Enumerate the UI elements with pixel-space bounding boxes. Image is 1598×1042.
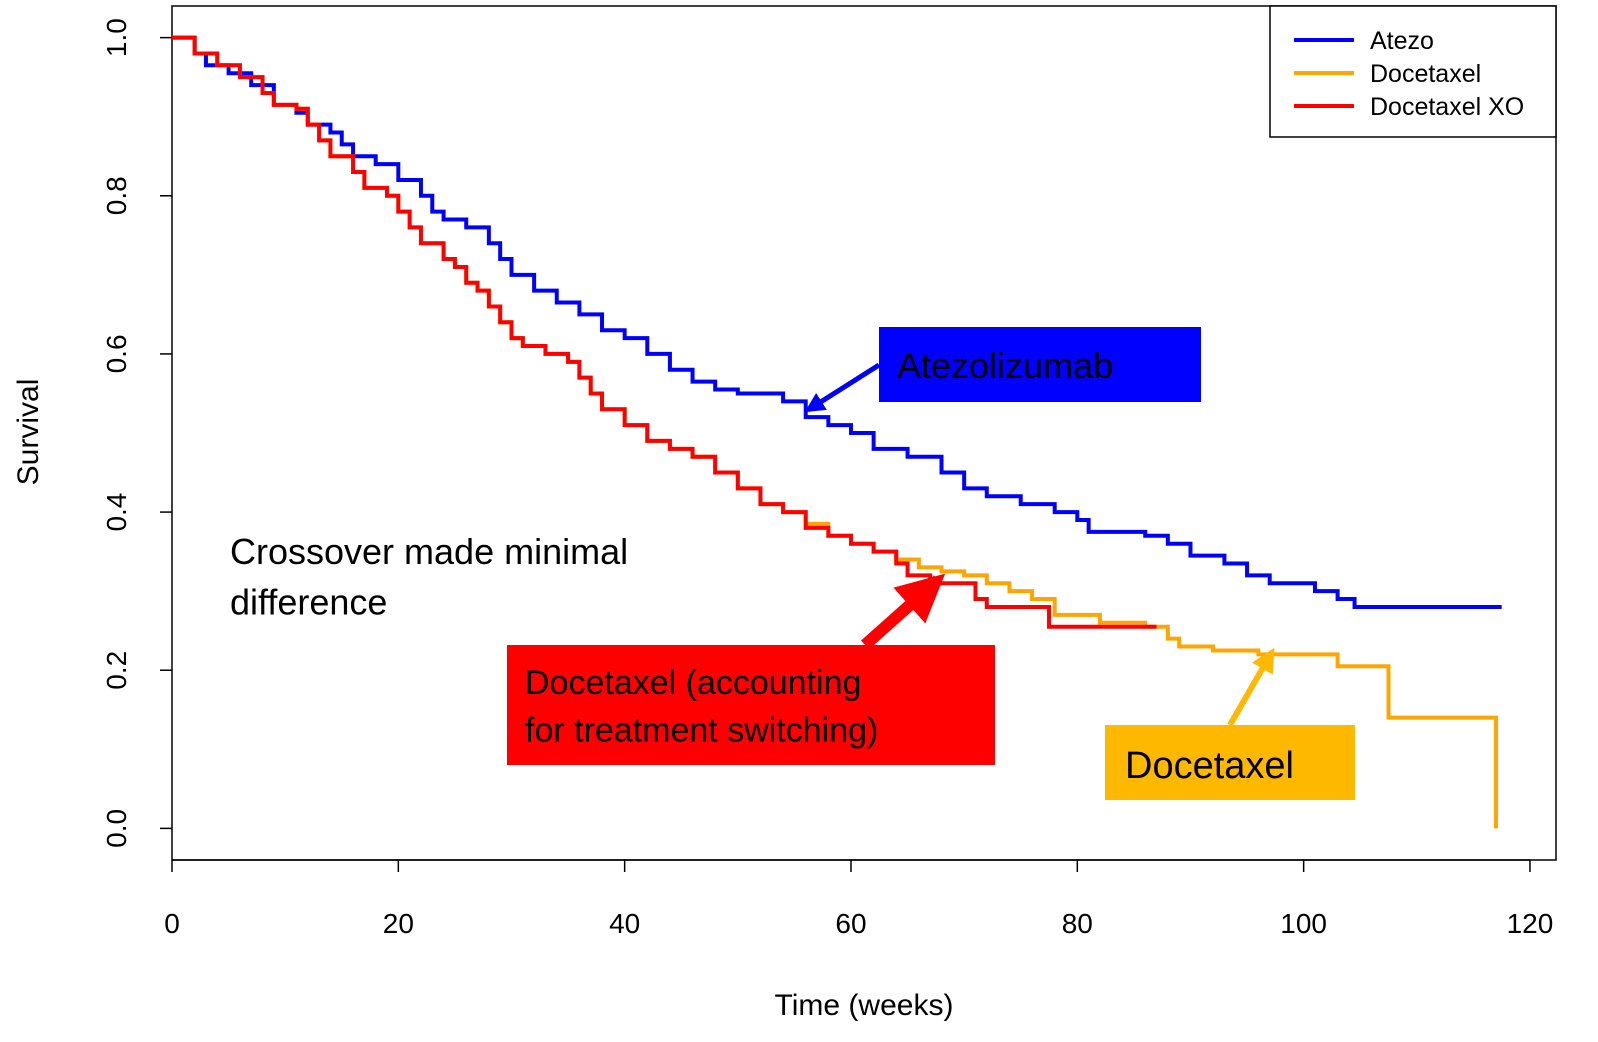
x-tick-label: 0 [164,908,180,939]
y-tick-label: 0.4 [101,493,132,532]
annotation-arrow [861,573,946,650]
y-tick-label: 1.0 [101,18,132,57]
annotation-text: Docetaxel [1125,745,1294,787]
survival-curve [172,35,1157,629]
x-tick-label: 40 [609,908,640,939]
annotation-text: Atezolizumab [897,345,1113,386]
annotation-box [1105,725,1355,800]
annotation-text: for treatment switching) [525,712,878,750]
legend-label: Docetaxel XO [1370,93,1524,121]
x-axis-label: Time (weeks) [775,989,954,1022]
x-tick-label: 60 [835,908,866,939]
legend-label: Atezo [1370,27,1434,55]
annotation-box [507,645,995,765]
y-axis-label: Survival [12,379,45,486]
annotation-box [879,327,1201,402]
y-tick-label: 0.0 [101,809,132,848]
survival-curve [172,35,1502,609]
y-tick-label: 0.8 [101,176,132,215]
annotation-text: difference [230,581,387,622]
annotation-arrow [1227,647,1275,727]
legend-label: Docetaxel [1370,60,1481,88]
y-tick-label: 0.6 [101,334,132,373]
annotation-text: Crossover made minimal [230,531,628,572]
x-tick-label: 120 [1507,908,1554,939]
y-tick-label: 0.2 [101,651,132,690]
x-tick-label: 80 [1062,908,1093,939]
x-tick-label: 20 [383,908,414,939]
annotation-text: Docetaxel (accounting [525,664,861,702]
annotation-arrow [804,362,881,413]
x-tick-label: 100 [1280,908,1327,939]
